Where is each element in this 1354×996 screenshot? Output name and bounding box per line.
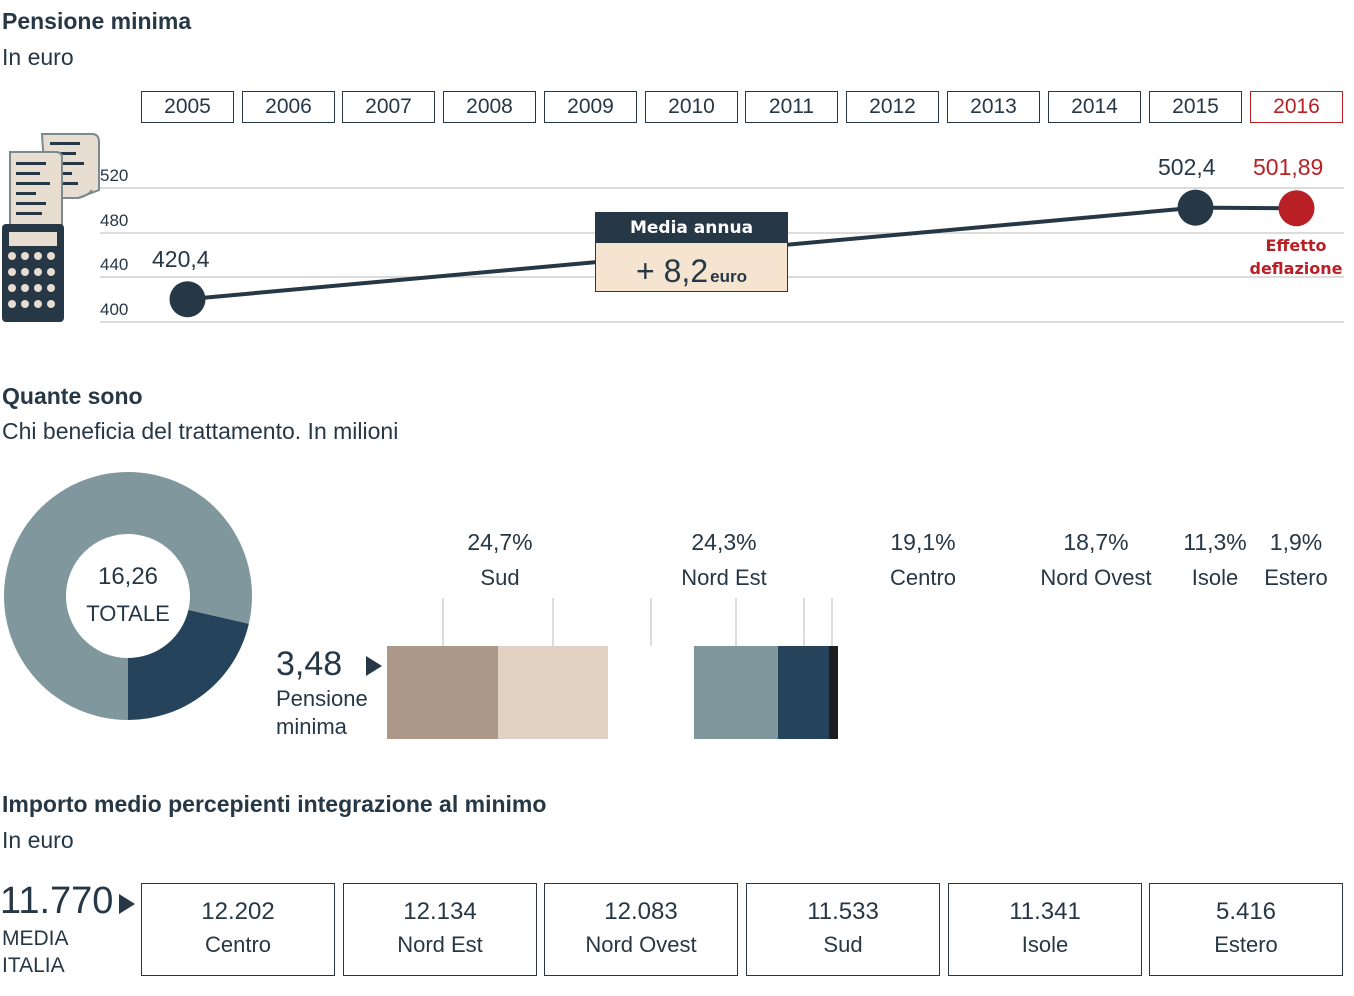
region-percent: 24,3% — [691, 529, 757, 555]
region-name: Estero — [1264, 565, 1328, 590]
deflation-note: Effetto deflazione — [1248, 234, 1344, 280]
deflation-note-line2: deflazione — [1249, 259, 1343, 278]
minimum-pension-label-1: Pensione — [276, 686, 368, 711]
donut-chart — [4, 472, 253, 720]
regional-average-label: Isole — [1021, 932, 1069, 958]
regional-average-value: 12.083 — [604, 897, 678, 925]
year-box: 2012 — [846, 91, 939, 123]
data-point — [1278, 190, 1315, 227]
bar-segment — [498, 646, 608, 739]
regional-average-label: Centro — [204, 932, 272, 958]
start-value-label: 420,4 — [152, 246, 210, 272]
arrow-right-icon — [366, 656, 382, 676]
annual-average-value-row: + 8,2 euro — [596, 243, 787, 291]
region-percent: 11,3% — [1183, 529, 1247, 555]
calculator-receipt-icon — [2, 133, 100, 322]
region-percent: 19,1% — [890, 529, 956, 555]
regional-average-label: Estero — [1214, 932, 1278, 958]
region-name: Nord Est — [681, 565, 767, 590]
annual-average-value: + 8,2 — [636, 253, 709, 289]
region-name: Nord Ovest — [1040, 565, 1152, 590]
regional-average-label: Nord Ovest — [585, 932, 697, 958]
regional-average-label: Sud — [823, 932, 863, 958]
annual-average-box: Media annua + 8,2 euro — [595, 212, 788, 292]
bar-segment — [829, 646, 838, 739]
bar-segment — [694, 646, 779, 739]
regional-average-label: Nord Est — [397, 932, 483, 958]
region-name: Isole — [1191, 565, 1239, 590]
region-name: Sud — [480, 565, 520, 590]
year-box: 2008 — [443, 91, 536, 123]
value-label-2016: 501,89 — [1253, 154, 1324, 180]
region-tick — [831, 598, 833, 646]
year-box: 2009 — [544, 91, 637, 123]
region-tick — [552, 598, 555, 646]
line-chart — [169, 189, 1315, 318]
regional-average-box: 12.083 Nord Ovest — [544, 883, 738, 976]
y-tick-label: 400 — [100, 300, 129, 319]
gridline — [100, 187, 1344, 189]
regional-average-value: 12.202 — [201, 897, 275, 925]
data-point — [1177, 189, 1214, 226]
regional-average-box: 11.341 Isole — [948, 883, 1142, 976]
year-box: 2005 — [141, 91, 234, 123]
section3-subtitle: In euro — [2, 827, 74, 853]
donut-slice — [4, 472, 253, 720]
region-name: Centro — [889, 565, 957, 590]
year-box: 2015 — [1149, 91, 1242, 123]
year-box: 2014 — [1048, 91, 1141, 123]
section3-title: Importo medio percepienti integrazione a… — [2, 791, 547, 817]
regional-average-value: 12.134 — [403, 897, 477, 925]
donut-total-label: TOTALE — [86, 601, 170, 626]
deflation-note-line1: Effetto — [1265, 236, 1327, 255]
year-box: 2016 — [1250, 91, 1343, 123]
regional-average-box: 11.533 Sud — [746, 883, 940, 976]
data-point — [169, 281, 206, 318]
minimum-pension-value: 3,48 — [276, 645, 343, 683]
annual-average-unit: euro — [710, 267, 747, 286]
italy-average-label-1: MEDIA — [2, 927, 69, 950]
region-tick — [735, 598, 738, 646]
italy-average-label-2: ITALIA — [2, 954, 65, 977]
italy-average-value: 11.770 — [0, 880, 114, 922]
value-label-2015: 502,4 — [1158, 154, 1216, 180]
bar-segment — [607, 646, 695, 739]
year-box: 2013 — [947, 91, 1040, 123]
region-tick — [441, 598, 444, 646]
minimum-pension-label-2: minima — [276, 714, 347, 739]
section1-subtitle: In euro — [2, 44, 74, 70]
annual-average-title: Media annua — [596, 213, 787, 243]
regional-average-box: 12.134 Nord Est — [343, 883, 537, 976]
regional-average-value: 11.341 — [1009, 897, 1081, 925]
y-tick-label: 480 — [100, 210, 129, 230]
year-box: 2006 — [242, 91, 335, 123]
region-tick — [802, 598, 805, 646]
section2-title: Quante sono — [2, 383, 143, 409]
arrow-right-icon — [119, 894, 135, 914]
gridline — [100, 321, 1344, 323]
region-percent: 1,9% — [1269, 529, 1323, 555]
section1-title: Pensione minima — [2, 8, 192, 34]
regional-average-box: 5.416 Estero — [1149, 883, 1343, 976]
region-tick — [650, 598, 653, 646]
year-box: 2010 — [645, 91, 738, 123]
regional-average-value: 5.416 — [1215, 897, 1277, 925]
donut-slice — [128, 609, 249, 720]
section2-subtitle: Chi beneficia del trattamento. In milion… — [2, 418, 399, 444]
italy-average-label: MEDIA ITALIA — [2, 925, 69, 979]
regional-average-box: 12.202 Centro — [141, 883, 335, 976]
region-percent: 18,7% — [1063, 529, 1129, 555]
bar-segment — [387, 646, 499, 739]
y-tick-label: 520 — [100, 166, 129, 185]
region-percent: 24,7% — [467, 529, 533, 555]
year-box: 2007 — [342, 91, 435, 123]
year-box: 2011 — [745, 91, 838, 123]
minimum-pension-label: Pensione minima — [276, 685, 368, 741]
bar-segment — [778, 646, 830, 739]
donut-total-value: 16,26 — [97, 563, 159, 590]
y-tick-label: 440 — [100, 255, 129, 275]
regional-average-value: 11.533 — [807, 897, 879, 925]
